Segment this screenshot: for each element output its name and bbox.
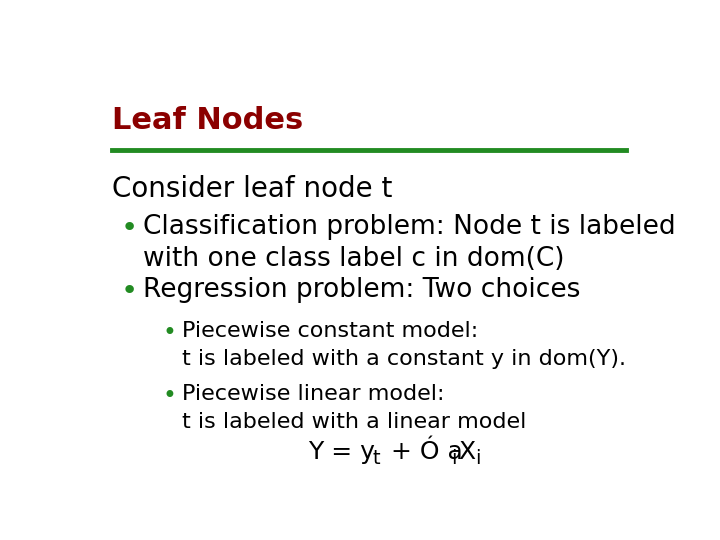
Text: Consider leaf node t: Consider leaf node t <box>112 175 392 203</box>
Text: t is labeled with a constant y in dom(Y).: t is labeled with a constant y in dom(Y)… <box>182 349 626 369</box>
Text: Leaf Nodes: Leaf Nodes <box>112 106 304 136</box>
Text: X: X <box>459 440 475 464</box>
Text: Regression problem: Two choices: Regression problem: Two choices <box>143 277 580 303</box>
Text: + Ó a: + Ó a <box>383 440 463 464</box>
Text: •: • <box>121 277 138 305</box>
Text: •: • <box>163 321 176 345</box>
Text: t: t <box>373 449 381 468</box>
Text: Classification problem: Node t is labeled: Classification problem: Node t is labele… <box>143 214 675 240</box>
Text: i: i <box>476 449 481 468</box>
Text: Piecewise constant model:: Piecewise constant model: <box>182 321 478 341</box>
Text: with one class label c in dom(C): with one class label c in dom(C) <box>143 246 564 272</box>
Text: •: • <box>121 214 138 242</box>
Text: t is labeled with a linear model: t is labeled with a linear model <box>182 413 526 433</box>
Text: i: i <box>451 449 457 468</box>
Text: Piecewise linear model:: Piecewise linear model: <box>182 384 444 404</box>
Text: Y = y: Y = y <box>307 440 374 464</box>
Text: •: • <box>163 384 176 408</box>
